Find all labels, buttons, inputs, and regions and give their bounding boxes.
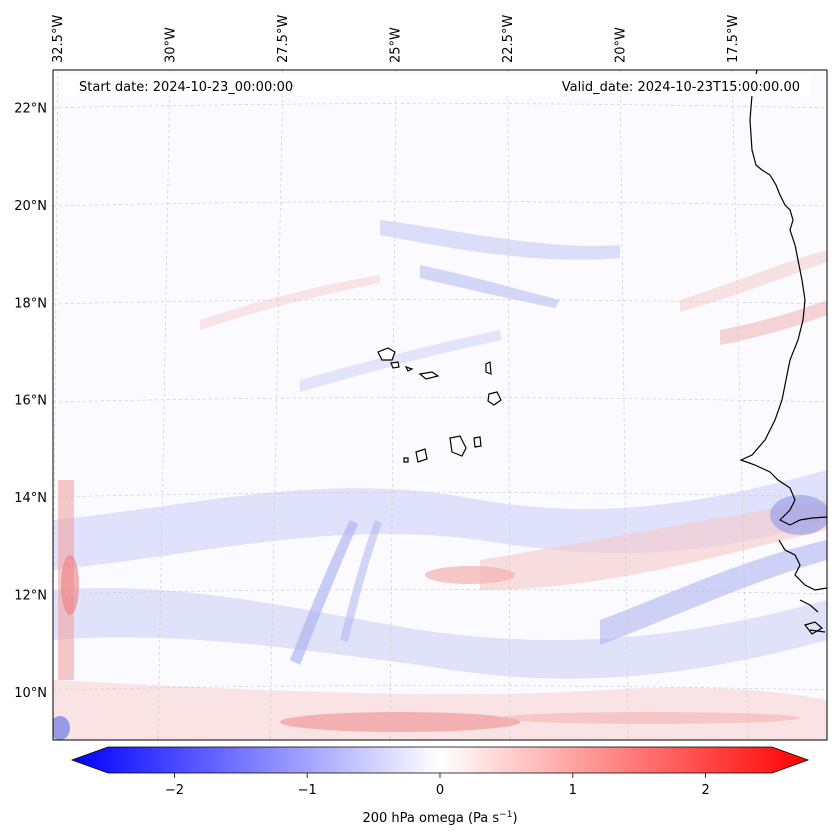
longitude-label: 30°W bbox=[164, 27, 179, 63]
longitude-label: 32.5°W bbox=[51, 15, 66, 63]
colorbar: −2 −1 0 1 2 200 hPa omega (Pa s−1) bbox=[70, 746, 810, 826]
gridlines bbox=[53, 70, 827, 740]
africa-coastline bbox=[739, 70, 827, 526]
latitude-label: 14°N bbox=[14, 491, 47, 506]
colorbar-tick-label: 0 bbox=[436, 783, 444, 798]
colorbar-label-end: ) bbox=[512, 811, 517, 826]
map-frame bbox=[52, 69, 828, 741]
latitude-label: 12°N bbox=[14, 589, 47, 604]
latitude-label: 18°N bbox=[14, 296, 47, 311]
latitude-label: 22°N bbox=[14, 102, 47, 117]
longitude-label: 22.5°W bbox=[501, 15, 516, 63]
header-band bbox=[62, 74, 810, 96]
colorbar-label: 200 hPa omega (Pa s−1) bbox=[362, 810, 517, 826]
colorbar-label-sup: −1 bbox=[499, 810, 512, 820]
longitude-labels: 32.5°W 30°W 27.5°W 25°W 22.5°W 20°W 17.5°W bbox=[51, 15, 741, 63]
coastlines bbox=[739, 70, 827, 635]
colorbar-tick-label: −1 bbox=[298, 783, 317, 798]
colorbar-body bbox=[70, 746, 810, 774]
latitude-label: 16°N bbox=[14, 394, 47, 409]
start-date-label: Start date: 2024-10-23_00:00:00 bbox=[79, 80, 293, 95]
colorbar-tick-label: 2 bbox=[701, 783, 709, 798]
colorbar-label-main: 200 hPa omega (Pa s bbox=[362, 811, 499, 826]
cape-verde-islands bbox=[377, 347, 502, 463]
latitude-labels: 22°N 20°N 18°N 16°N 14°N 12°N 10°N bbox=[14, 102, 47, 701]
latitude-label: 10°N bbox=[14, 686, 47, 701]
map-panel bbox=[52, 69, 828, 741]
omega-field bbox=[53, 220, 827, 740]
colorbar-tick-label: −2 bbox=[165, 783, 184, 798]
longitude-label: 27.5°W bbox=[276, 15, 291, 63]
longitude-label: 25°W bbox=[389, 27, 404, 63]
longitude-label: 20°W bbox=[614, 27, 629, 63]
latitude-label: 20°N bbox=[14, 199, 47, 214]
valid-date-label: Valid_date: 2024-10-23T15:00:00.00 bbox=[562, 80, 800, 95]
colorbar-ticks: −2 −1 0 1 2 bbox=[165, 773, 710, 798]
longitude-label: 17.5°W bbox=[726, 15, 741, 63]
colorbar-tick-label: 1 bbox=[569, 783, 577, 798]
